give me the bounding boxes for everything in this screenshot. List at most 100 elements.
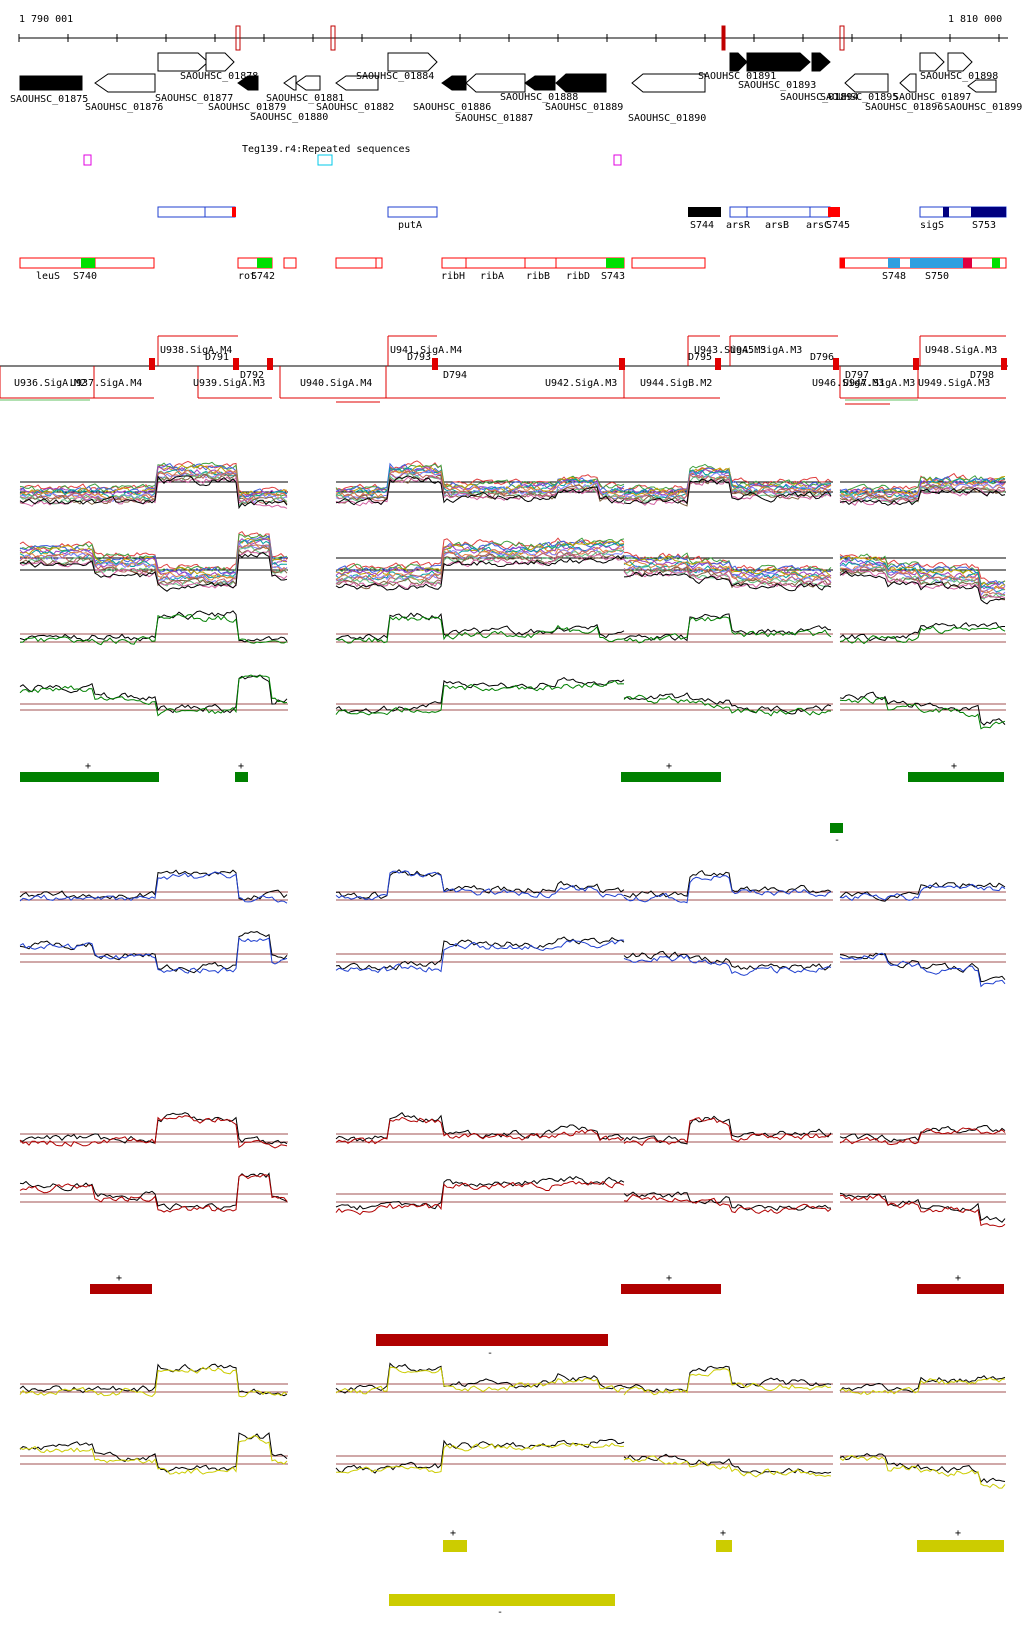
gene-label: SAOUHSC_01876 [85, 102, 163, 113]
site-label: D795 [688, 352, 712, 363]
red-condition-top [19, 1112, 1006, 1149]
feature-label: arsB [765, 220, 789, 231]
gene-arrow [283, 75, 297, 91]
yellow-condition-bot [19, 1432, 1006, 1489]
transcription-units-track: U936.SigA.M2 U937.SigA.M4 U938.SigA.M4 U… [0, 335, 1008, 405]
strand-mark: + [450, 1528, 456, 1539]
feature-label: putA [398, 220, 422, 231]
repeat-track: Teg139.r4:Repeated sequences [83, 144, 622, 166]
feature-label: ribB [526, 271, 550, 282]
tu-label: U938.SigA.M4 [160, 345, 232, 356]
gene-label: SAOUHSC_01877 [155, 93, 233, 104]
feature-label: S744 [690, 220, 714, 231]
green-condition-bot [19, 674, 1006, 730]
site-label: D792 [240, 370, 264, 381]
all-conditions-top [19, 460, 1006, 510]
gene-arrow [19, 75, 83, 91]
site-label: D793 [407, 352, 431, 363]
gene-label: SAOUHSC_01875 [10, 94, 88, 105]
feature-label: arsC [806, 220, 830, 231]
segment-bars: + + + + - + + + - + + + [20, 761, 1004, 1618]
strand-mark: + [951, 761, 957, 772]
gene-arrow [746, 52, 811, 72]
feature-label: S742 [251, 271, 275, 282]
gene-track: SAOUHSC_01875 SAOUHSC_01876 SAOUHSC_0187… [10, 52, 1022, 124]
red-segments: + + + - [90, 1273, 1004, 1359]
tu-label: U936.SigA.M2 [14, 378, 86, 389]
tu-label: U944.SigB.M2 [640, 378, 712, 389]
gene-arrow [295, 75, 321, 91]
end-coordinate: 1 810 000 [948, 14, 1002, 25]
coordinate-axis: 1 790 001 1 810 000 [18, 14, 1008, 51]
gene-label: SAOUHSC_01881 [266, 93, 344, 104]
gene-label: SAOUHSC_01898 [920, 71, 998, 82]
gene-label: SAOUHSC_01879 [208, 102, 286, 113]
strand-mark: + [955, 1273, 961, 1284]
tu-label: U947.SigA.M3 [843, 378, 915, 389]
repeat-label: Teg139.r4:Repeated sequences [242, 144, 411, 155]
red-condition-bot [19, 1172, 1006, 1228]
blue-condition-bot [19, 931, 1006, 988]
gene-arrow [387, 52, 438, 72]
gene-arrow [465, 73, 526, 93]
strand-mark: + [666, 761, 672, 772]
strand-mark: + [238, 761, 244, 772]
gene-arrow [967, 79, 997, 93]
tu-label: U946.SigA.M3 [812, 378, 884, 389]
tu-label: U941.SigA.M4 [390, 345, 462, 356]
feature-label: S753 [972, 220, 996, 231]
gene-label: SAOUHSC_01882 [316, 102, 394, 113]
gene-arrow [947, 52, 973, 72]
tu-label: U949.SigA.M3 [918, 378, 990, 389]
gene-arrow [524, 75, 556, 91]
green-segments: + + + + - [20, 761, 1004, 846]
strand-mark: + [85, 761, 91, 772]
gene-label: SAOUHSC_01899 [944, 102, 1022, 113]
gene-arrow [729, 52, 748, 72]
gene-label: SAOUHSC_01897 [893, 92, 971, 103]
tu-label: U942.SigA.M3 [545, 378, 617, 389]
gene-label: SAOUHSC_01886 [413, 102, 491, 113]
gene-label: SAOUHSC_01887 [455, 113, 533, 124]
gene-arrow [919, 52, 945, 72]
gene-label: SAOUHSC_01894 [780, 92, 858, 103]
tu-label: U940.SigA.M4 [300, 378, 372, 389]
gene-arrow [555, 73, 607, 93]
tu-label: U945.SigA.M3 [730, 345, 802, 356]
start-coordinate: 1 790 001 [19, 14, 73, 25]
feature-label: ribH [441, 271, 465, 282]
strand-mark: + [666, 1273, 672, 1284]
site-label: D798 [970, 370, 994, 381]
feature-label: leuS [36, 271, 60, 282]
blue-condition-top [19, 869, 1006, 904]
tu-label: U939.SigA.M3 [193, 378, 265, 389]
feature-label: S745 [826, 220, 850, 231]
strand-mark: - [497, 1607, 503, 1618]
all-conditions-bot [19, 530, 1006, 605]
strand-mark: + [955, 1528, 961, 1539]
tu-label: U937.SigA.M4 [70, 378, 142, 389]
gene-label: SAOUHSC_01884 [356, 71, 434, 82]
site-label: D796 [810, 352, 834, 363]
feature-label: S740 [73, 271, 97, 282]
gene-arrow [335, 75, 379, 91]
tu-label: U948.SigA.M3 [925, 345, 997, 356]
gene-arrow [94, 73, 156, 93]
yellow-segments: + + + - [389, 1528, 1004, 1618]
gene-label: SAOUHSC_01895 [820, 92, 898, 103]
site-label: D797 [845, 370, 869, 381]
gene-label: SAOUHSC_01890 [628, 113, 706, 124]
plus-features-track: putA S744 arsR arsB arsC S745 sigS S753 [157, 206, 1007, 231]
gene-label: SAOUHSC_01880 [250, 112, 328, 123]
gene-label: SAOUHSC_01878 [180, 71, 258, 82]
feature-label: S750 [925, 271, 949, 282]
strand-mark: + [720, 1528, 726, 1539]
feature-label: ribD [566, 271, 590, 282]
gene-arrow [441, 75, 467, 91]
feature-label: S748 [882, 271, 906, 282]
strand-mark: + [116, 1273, 122, 1284]
axis-red-markers [235, 25, 845, 51]
feature-label: rot [238, 271, 256, 282]
gene-arrow [631, 73, 706, 93]
